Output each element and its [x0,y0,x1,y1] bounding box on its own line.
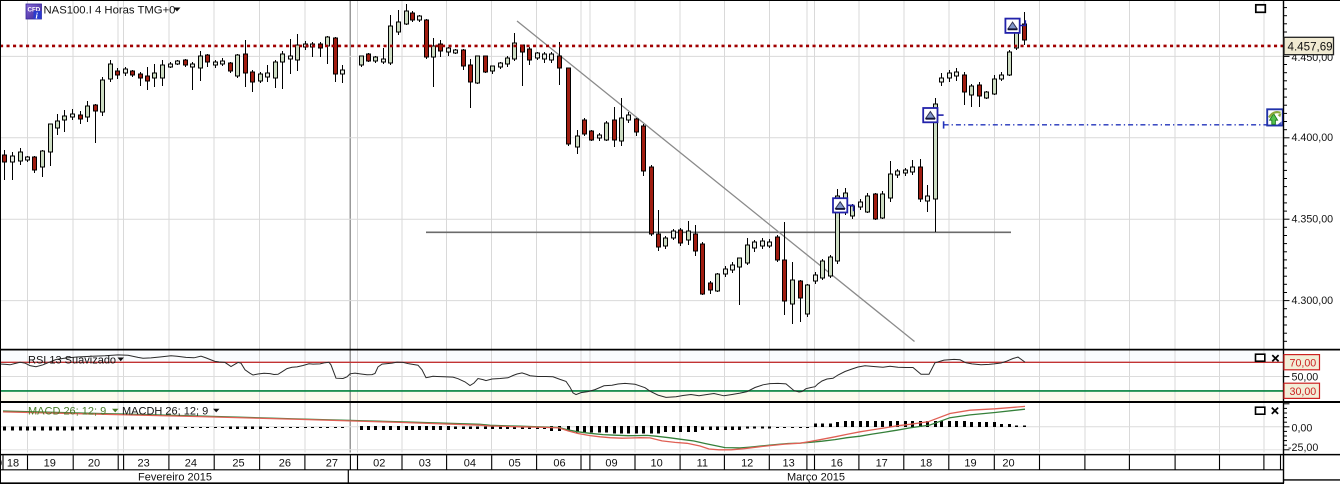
svg-text:04: 04 [464,458,476,470]
svg-text:MACDH 26; 12; 9: MACDH 26; 12; 9 [122,406,208,418]
svg-text:03: 03 [419,458,431,470]
svg-text:25: 25 [232,458,244,470]
svg-text:26: 26 [279,458,291,470]
svg-text:NAS100.I 4 Horas TMG+0: NAS100.I 4 Horas TMG+0 [44,4,176,16]
svg-text:-25,00: -25,00 [1288,442,1318,454]
svg-text:27: 27 [326,458,338,470]
svg-text:4.457,69: 4.457,69 [1288,41,1333,54]
svg-text:70,00: 70,00 [1290,357,1317,369]
svg-text:20: 20 [88,458,100,470]
svg-text:30,00: 30,00 [1290,386,1317,398]
svg-text:0: 0 [0,458,2,470]
svg-text:4.300,00: 4.300,00 [1292,295,1334,307]
svg-text:12: 12 [741,458,753,470]
svg-text:4.350,00: 4.350,00 [1292,213,1334,225]
svg-text:i: i [36,10,39,20]
svg-text:4.400,00: 4.400,00 [1292,132,1334,144]
svg-text:17: 17 [876,458,888,470]
svg-text:10: 10 [650,458,662,470]
svg-text:Março 2015: Março 2015 [787,472,845,484]
svg-text:50,00: 50,00 [1292,371,1319,383]
svg-text:MACD 26; 12; 9: MACD 26; 12; 9 [28,406,106,418]
svg-text:24: 24 [185,458,197,470]
svg-text:19: 19 [964,458,976,470]
svg-text:11: 11 [697,458,708,470]
svg-text:16: 16 [831,458,843,470]
svg-text:4.450,00: 4.450,00 [1292,52,1334,64]
svg-text:0,00: 0,00 [1292,422,1313,434]
svg-text:18: 18 [7,458,19,470]
svg-text:Fevereiro 2015: Fevereiro 2015 [138,472,212,484]
svg-text:02: 02 [373,458,385,470]
svg-text:13: 13 [782,458,794,470]
svg-text:09: 09 [605,458,617,470]
svg-text:06: 06 [553,458,565,470]
svg-text:20: 20 [1002,458,1014,470]
svg-text:CFD: CFD [28,7,41,14]
svg-text:05: 05 [508,458,520,470]
svg-text:RSI 13 Suavizado: RSI 13 Suavizado [28,355,116,367]
svg-text:18: 18 [920,458,932,470]
svg-text:19: 19 [44,458,56,470]
svg-text:23: 23 [137,458,149,470]
